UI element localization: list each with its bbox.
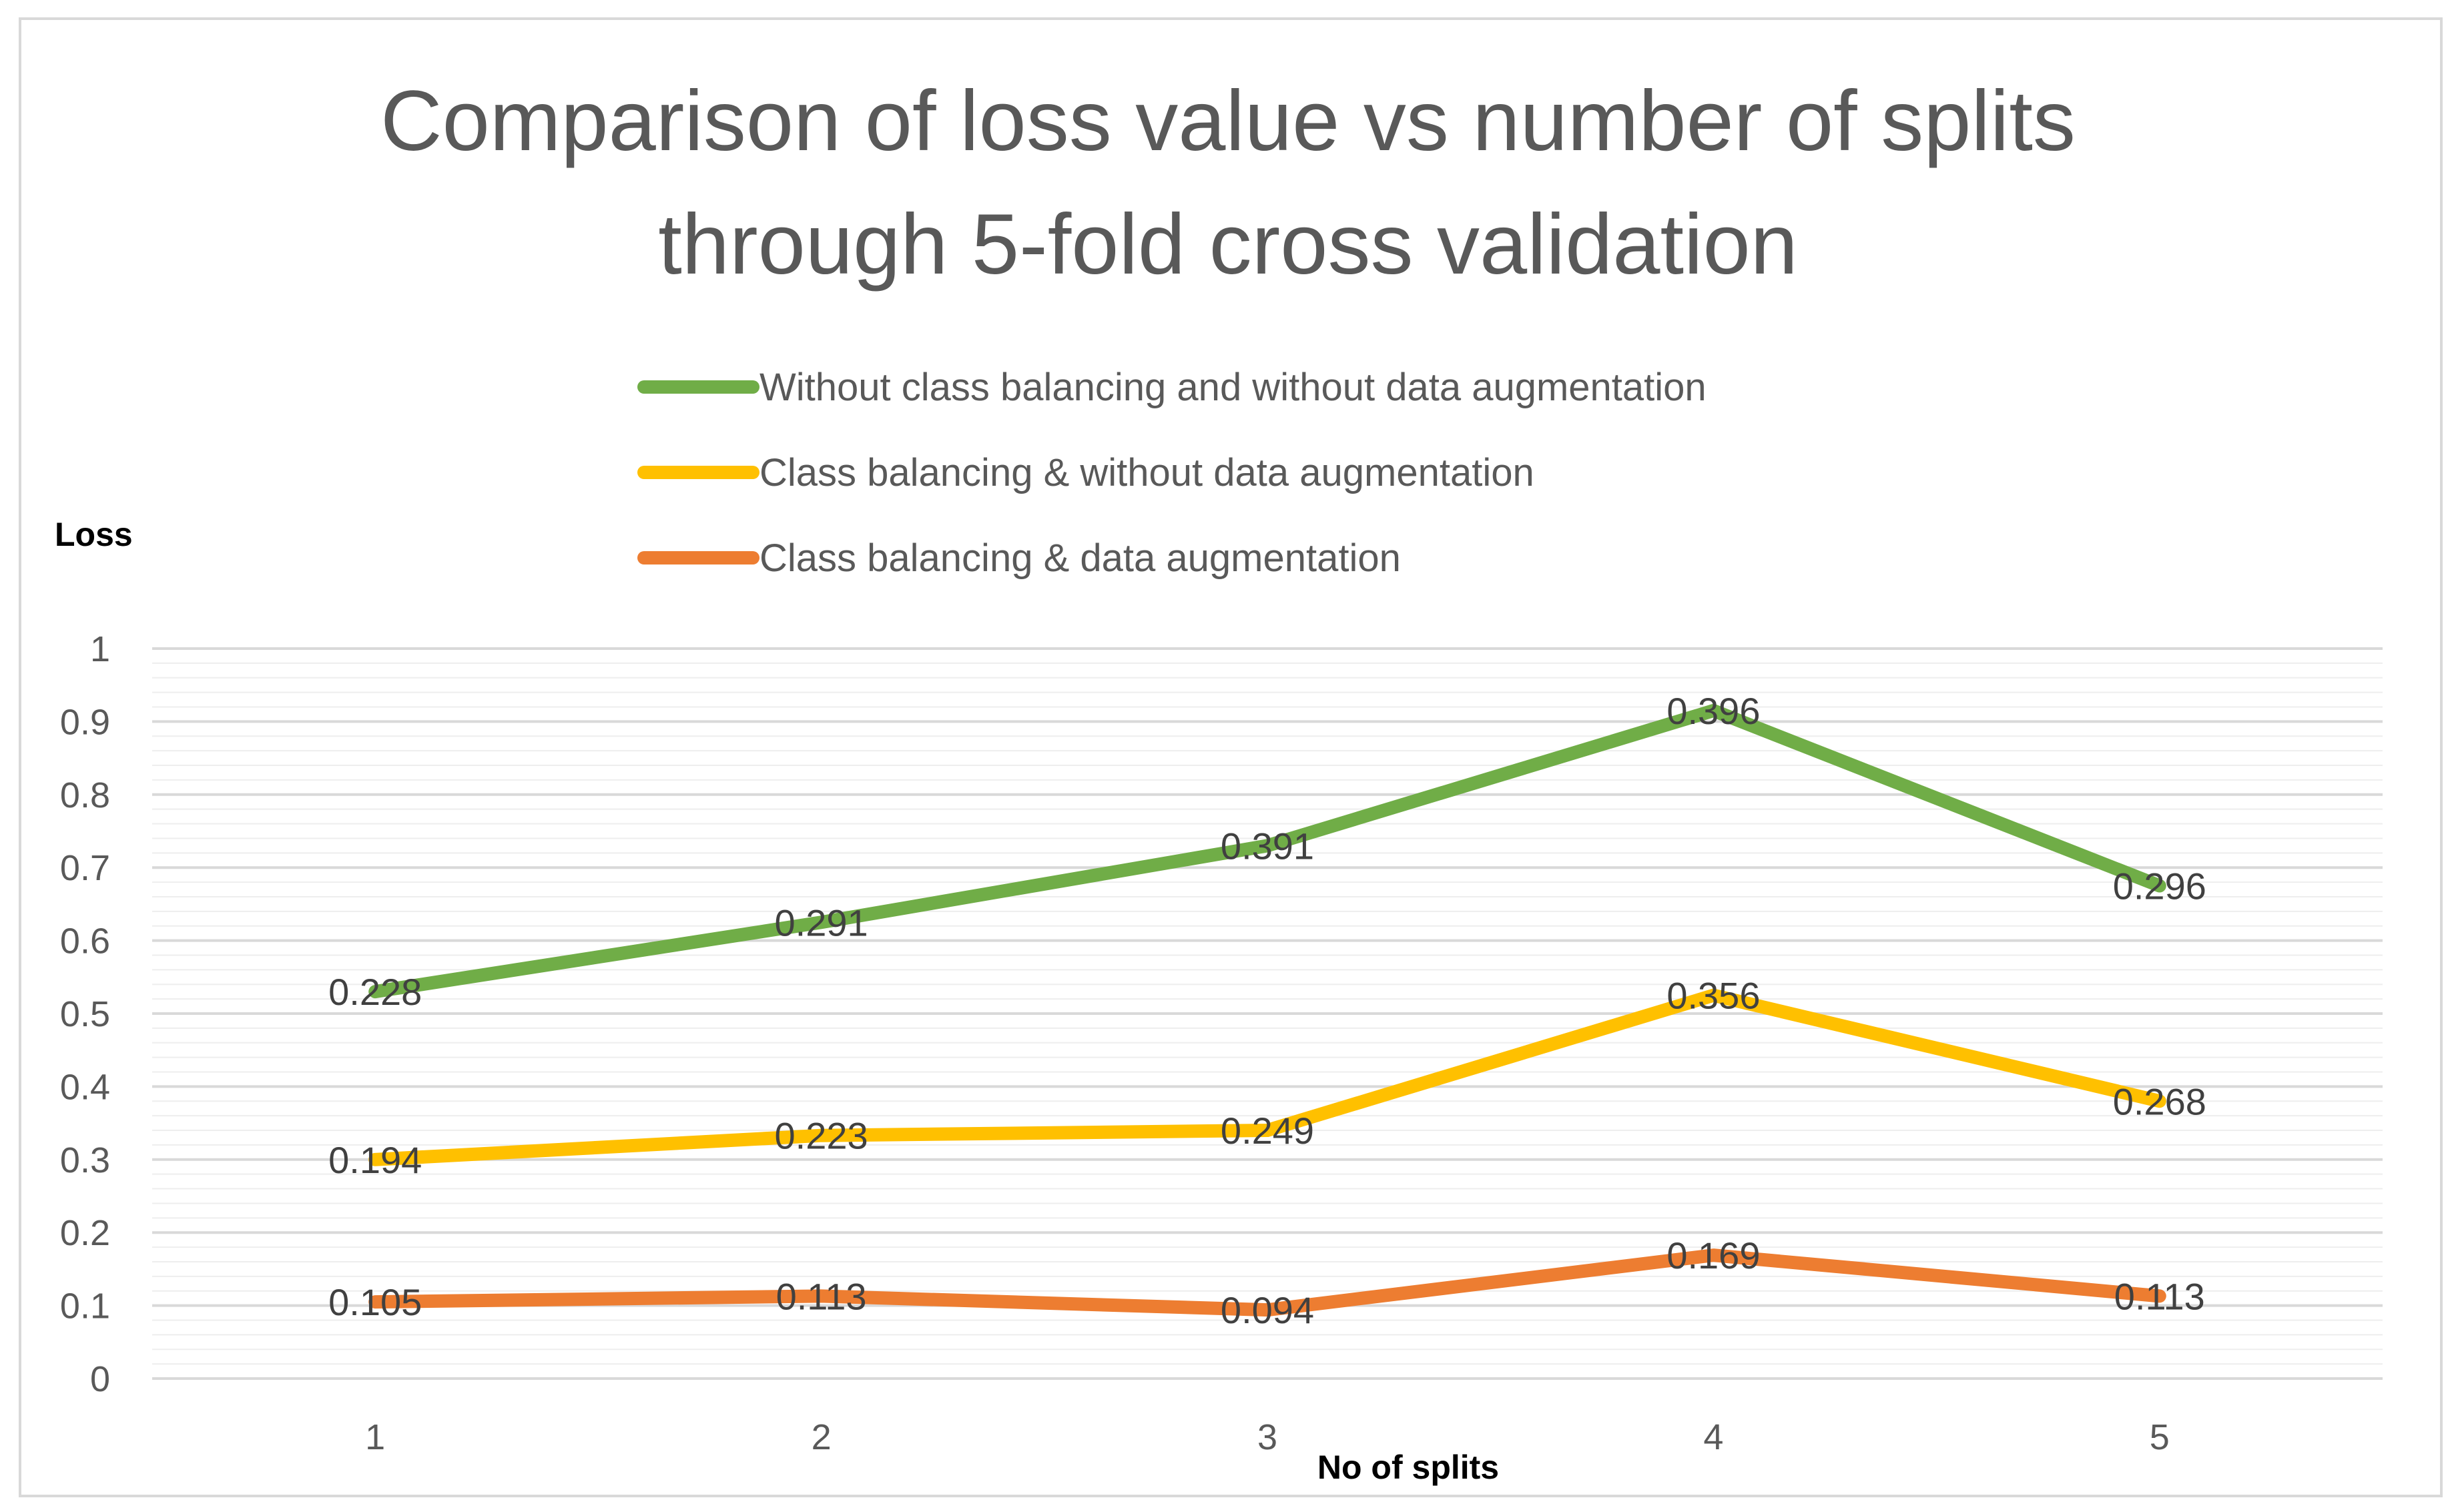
y-tick-label: 0.8 xyxy=(60,775,110,815)
data-label-series-2: 0.194 xyxy=(328,1139,422,1181)
x-tick-label: 4 xyxy=(1703,1417,1723,1457)
y-tick-label: 0.5 xyxy=(60,994,110,1034)
series-line-3 xyxy=(368,1248,2166,1317)
series-line-2 xyxy=(368,988,2166,1166)
x-tick-label: 2 xyxy=(812,1417,832,1457)
data-label-series-1: 0.396 xyxy=(1666,690,1760,732)
y-tick-label: 0 xyxy=(90,1359,110,1399)
legend-label-series-2: Class balancing & without data augmentat… xyxy=(759,451,1534,494)
data-label-series-1: 0.296 xyxy=(2113,865,2206,907)
data-label-series-3: 0.094 xyxy=(1221,1289,1314,1331)
y-tick-label: 0.2 xyxy=(60,1213,110,1253)
y-tick-label: 0.9 xyxy=(60,702,110,742)
chart-title-line-2: through 5-fold cross validation xyxy=(658,197,1798,292)
data-label-series-2: 0.356 xyxy=(1666,975,1760,1017)
x-tick-label: 3 xyxy=(1257,1417,1277,1457)
data-label-series-2: 0.249 xyxy=(1221,1110,1314,1152)
y-tick-label: 0.1 xyxy=(60,1286,110,1327)
legend: Without class balancing and without data… xyxy=(637,366,1707,580)
legend-label-series-3: Class balancing & data augmentation xyxy=(759,536,1401,580)
data-label-series-3: 0.169 xyxy=(1666,1234,1760,1276)
x-axis-title: No of splits xyxy=(1317,1449,1499,1486)
data-label-series-1: 0.228 xyxy=(328,971,422,1013)
legend-label-series-1: Without class balancing and without data… xyxy=(759,366,1707,409)
x-tick-label: 5 xyxy=(2150,1417,2170,1457)
x-tick-label: 1 xyxy=(365,1417,385,1457)
data-label-series-1: 0.291 xyxy=(775,901,868,943)
y-tick-label: 1 xyxy=(90,629,110,669)
data-label-series-1: 0.391 xyxy=(1221,825,1314,867)
series-line-1 xyxy=(368,703,2166,999)
y-tick-label: 0.7 xyxy=(60,848,110,888)
data-label-series-3: 0.113 xyxy=(2114,1275,2205,1317)
chart-frame xyxy=(19,17,2443,1497)
data-label-series-2: 0.223 xyxy=(775,1115,868,1157)
data-label-series-3: 0.113 xyxy=(776,1275,867,1317)
chart-title-line-1: Comparison of loss value vs number of sp… xyxy=(380,73,2076,169)
data-label-series-2: 0.268 xyxy=(2113,1080,2206,1122)
y-tick-label: 0.3 xyxy=(60,1140,110,1180)
y-axis-title: Loss xyxy=(55,516,133,553)
y-tick-label: 0.4 xyxy=(60,1067,110,1107)
data-label-series-3: 0.105 xyxy=(328,1281,422,1323)
y-tick-label: 0.6 xyxy=(60,921,110,962)
